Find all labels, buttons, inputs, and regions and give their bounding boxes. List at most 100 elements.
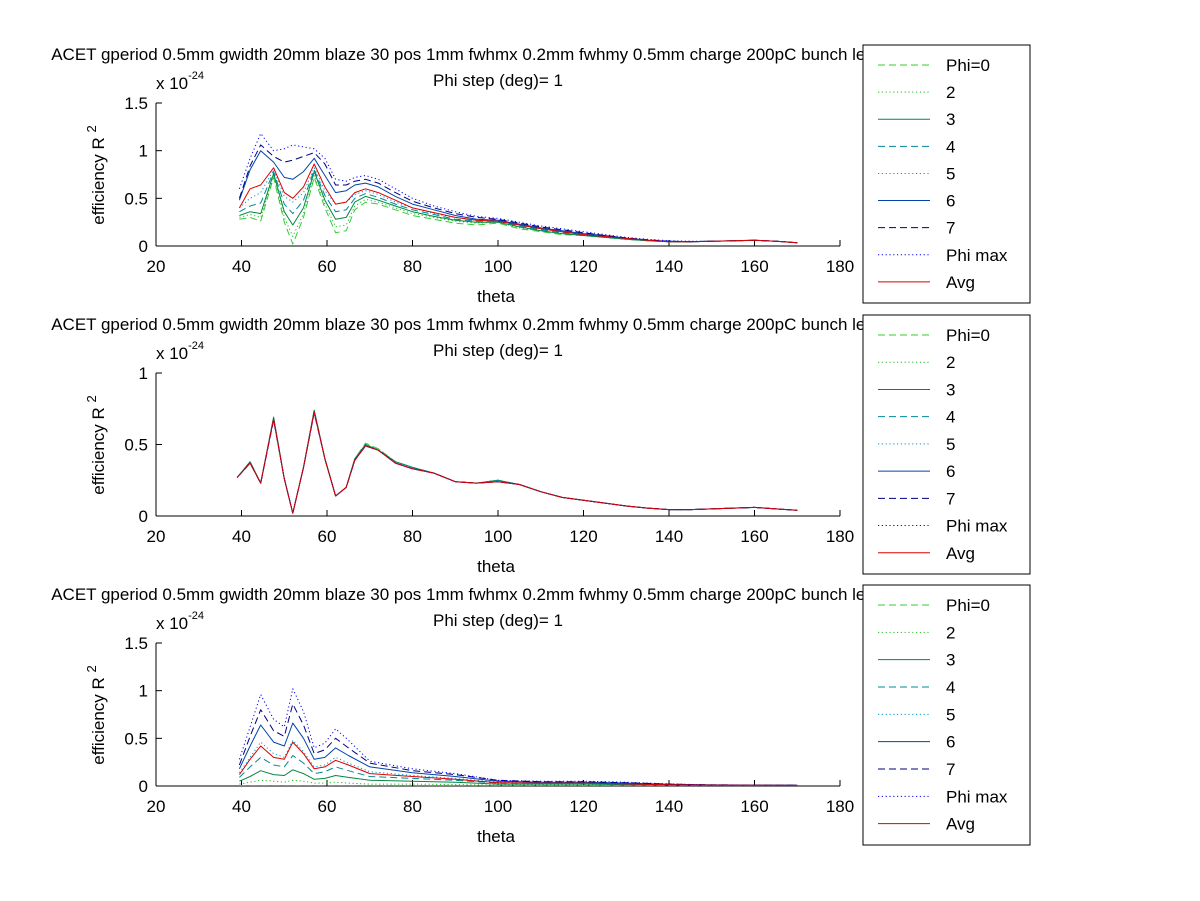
series-line-3 — [236, 409, 798, 514]
legend-label: 4 — [946, 678, 955, 697]
x-tick-label: 60 — [318, 527, 337, 546]
legend-label: Phi max — [946, 517, 1008, 536]
legend-label: 3 — [946, 380, 955, 399]
legend-label: Phi max — [946, 246, 1008, 265]
x-tick-label: 100 — [484, 257, 512, 276]
legend-label: 3 — [946, 651, 955, 670]
y-tick-label: 0 — [139, 777, 148, 796]
series-line-6 — [236, 411, 798, 514]
x-tick-label: 160 — [740, 527, 768, 546]
series-line-7 — [238, 144, 798, 244]
x-tick-label: 120 — [569, 257, 597, 276]
legend-label: 2 — [946, 623, 955, 642]
legend-label: 5 — [946, 705, 955, 724]
legend-label: 3 — [946, 110, 955, 129]
y-tick-label: 1 — [139, 682, 148, 701]
legend-label: 2 — [946, 83, 955, 102]
chart-3: ACET gperiod 0.5mm gwidth 20mm blaze 30 … — [51, 584, 1031, 846]
x-tick-label: 20 — [147, 527, 166, 546]
x-tick-label: 80 — [403, 257, 422, 276]
legend-label: Phi max — [946, 787, 1008, 806]
y-exponent-label: x 10-24 — [156, 70, 204, 93]
series-line-2 — [236, 409, 798, 514]
legend-label: Phi=0 — [946, 596, 990, 615]
chart-1: ACET gperiod 0.5mm gwidth 20mm blaze 30 … — [51, 44, 1031, 306]
y-tick-label: 0.5 — [124, 729, 148, 748]
legend: Phi=0 2 3 4 5 6 7 Phi max Avg — [862, 314, 1031, 575]
series-line-phi-max — [238, 133, 798, 244]
y-axis-label: efficiency R 2 — [84, 665, 108, 765]
legend: Phi=0 2 3 4 5 6 7 Phi max Avg — [862, 44, 1031, 304]
x-tick-label: 180 — [826, 257, 854, 276]
chart-subtitle: Phi step (deg)= 1 — [433, 71, 563, 90]
legend-label: Phi=0 — [946, 56, 990, 75]
chart-title: ACET gperiod 0.5mm gwidth 20mm blaze 30 … — [51, 45, 945, 64]
y-exponent-label: x 10-24 — [156, 340, 204, 363]
x-tick-label: 100 — [484, 797, 512, 816]
legend-label: 6 — [946, 733, 955, 752]
legend-label: Avg — [946, 815, 975, 834]
x-axis-label: theta — [477, 557, 515, 576]
legend-label: 7 — [946, 760, 955, 779]
legend-label: 2 — [946, 353, 955, 372]
x-tick-label: 80 — [403, 527, 422, 546]
y-tick-label: 1.5 — [124, 94, 148, 113]
x-axis-label: theta — [477, 827, 515, 846]
chart-subtitle: Phi step (deg)= 1 — [433, 611, 563, 630]
chart-2: ACET gperiod 0.5mm gwidth 20mm blaze 30 … — [51, 314, 1031, 576]
series-line-5 — [239, 167, 798, 244]
x-tick-label: 80 — [403, 797, 422, 816]
x-tick-label: 140 — [655, 527, 683, 546]
x-tick-label: 160 — [740, 797, 768, 816]
x-tick-label: 60 — [318, 257, 337, 276]
x-tick-label: 20 — [147, 257, 166, 276]
series-line-avg — [238, 741, 798, 786]
series-line-2 — [239, 175, 798, 244]
y-tick-label: 0 — [139, 237, 148, 256]
legend-label: Phi=0 — [946, 326, 990, 345]
series-line-phi-0 — [239, 176, 798, 245]
x-tick-label: 40 — [232, 527, 251, 546]
x-tick-label: 120 — [569, 797, 597, 816]
series-line-4 — [236, 411, 798, 514]
x-tick-label: 60 — [318, 797, 337, 816]
legend-label: Avg — [946, 273, 975, 292]
x-tick-label: 160 — [740, 257, 768, 276]
series-line-5 — [236, 411, 798, 514]
x-tick-label: 180 — [826, 527, 854, 546]
series-line-avg — [238, 163, 798, 244]
series-line-6 — [238, 722, 798, 786]
legend-box — [862, 314, 1031, 575]
y-tick-label: 1 — [139, 142, 148, 161]
legend: Phi=0 2 3 4 5 6 7 Phi max Avg — [862, 584, 1031, 846]
legend-box — [862, 584, 1031, 846]
y-tick-label: 1.5 — [124, 634, 148, 653]
legend-label: 4 — [946, 408, 955, 427]
x-tick-label: 120 — [569, 527, 597, 546]
y-exponent-label: x 10-24 — [156, 610, 204, 633]
legend-label: 5 — [946, 164, 955, 183]
legend-label: 7 — [946, 219, 955, 238]
chart-subtitle: Phi step (deg)= 1 — [433, 341, 563, 360]
series-line-avg — [236, 411, 798, 514]
chart-title: ACET gperiod 0.5mm gwidth 20mm blaze 30 … — [51, 585, 945, 604]
y-tick-label: 1 — [139, 364, 148, 383]
legend-label: 4 — [946, 137, 955, 156]
y-tick-label: 0.5 — [124, 189, 148, 208]
x-tick-label: 140 — [655, 257, 683, 276]
legend-label: 6 — [946, 192, 955, 211]
x-tick-label: 40 — [232, 257, 251, 276]
y-tick-label: 0 — [139, 507, 148, 526]
y-axis-label: efficiency R 2 — [84, 395, 108, 495]
legend-label: 7 — [946, 489, 955, 508]
legend-label: 6 — [946, 462, 955, 481]
x-tick-label: 20 — [147, 797, 166, 816]
x-tick-label: 40 — [232, 797, 251, 816]
series-line-phi-max — [236, 412, 798, 514]
legend-label: 5 — [946, 435, 955, 454]
y-axis-label: efficiency R 2 — [84, 125, 108, 225]
x-tick-label: 100 — [484, 527, 512, 546]
x-tick-label: 180 — [826, 797, 854, 816]
x-axis-label: theta — [477, 287, 515, 306]
